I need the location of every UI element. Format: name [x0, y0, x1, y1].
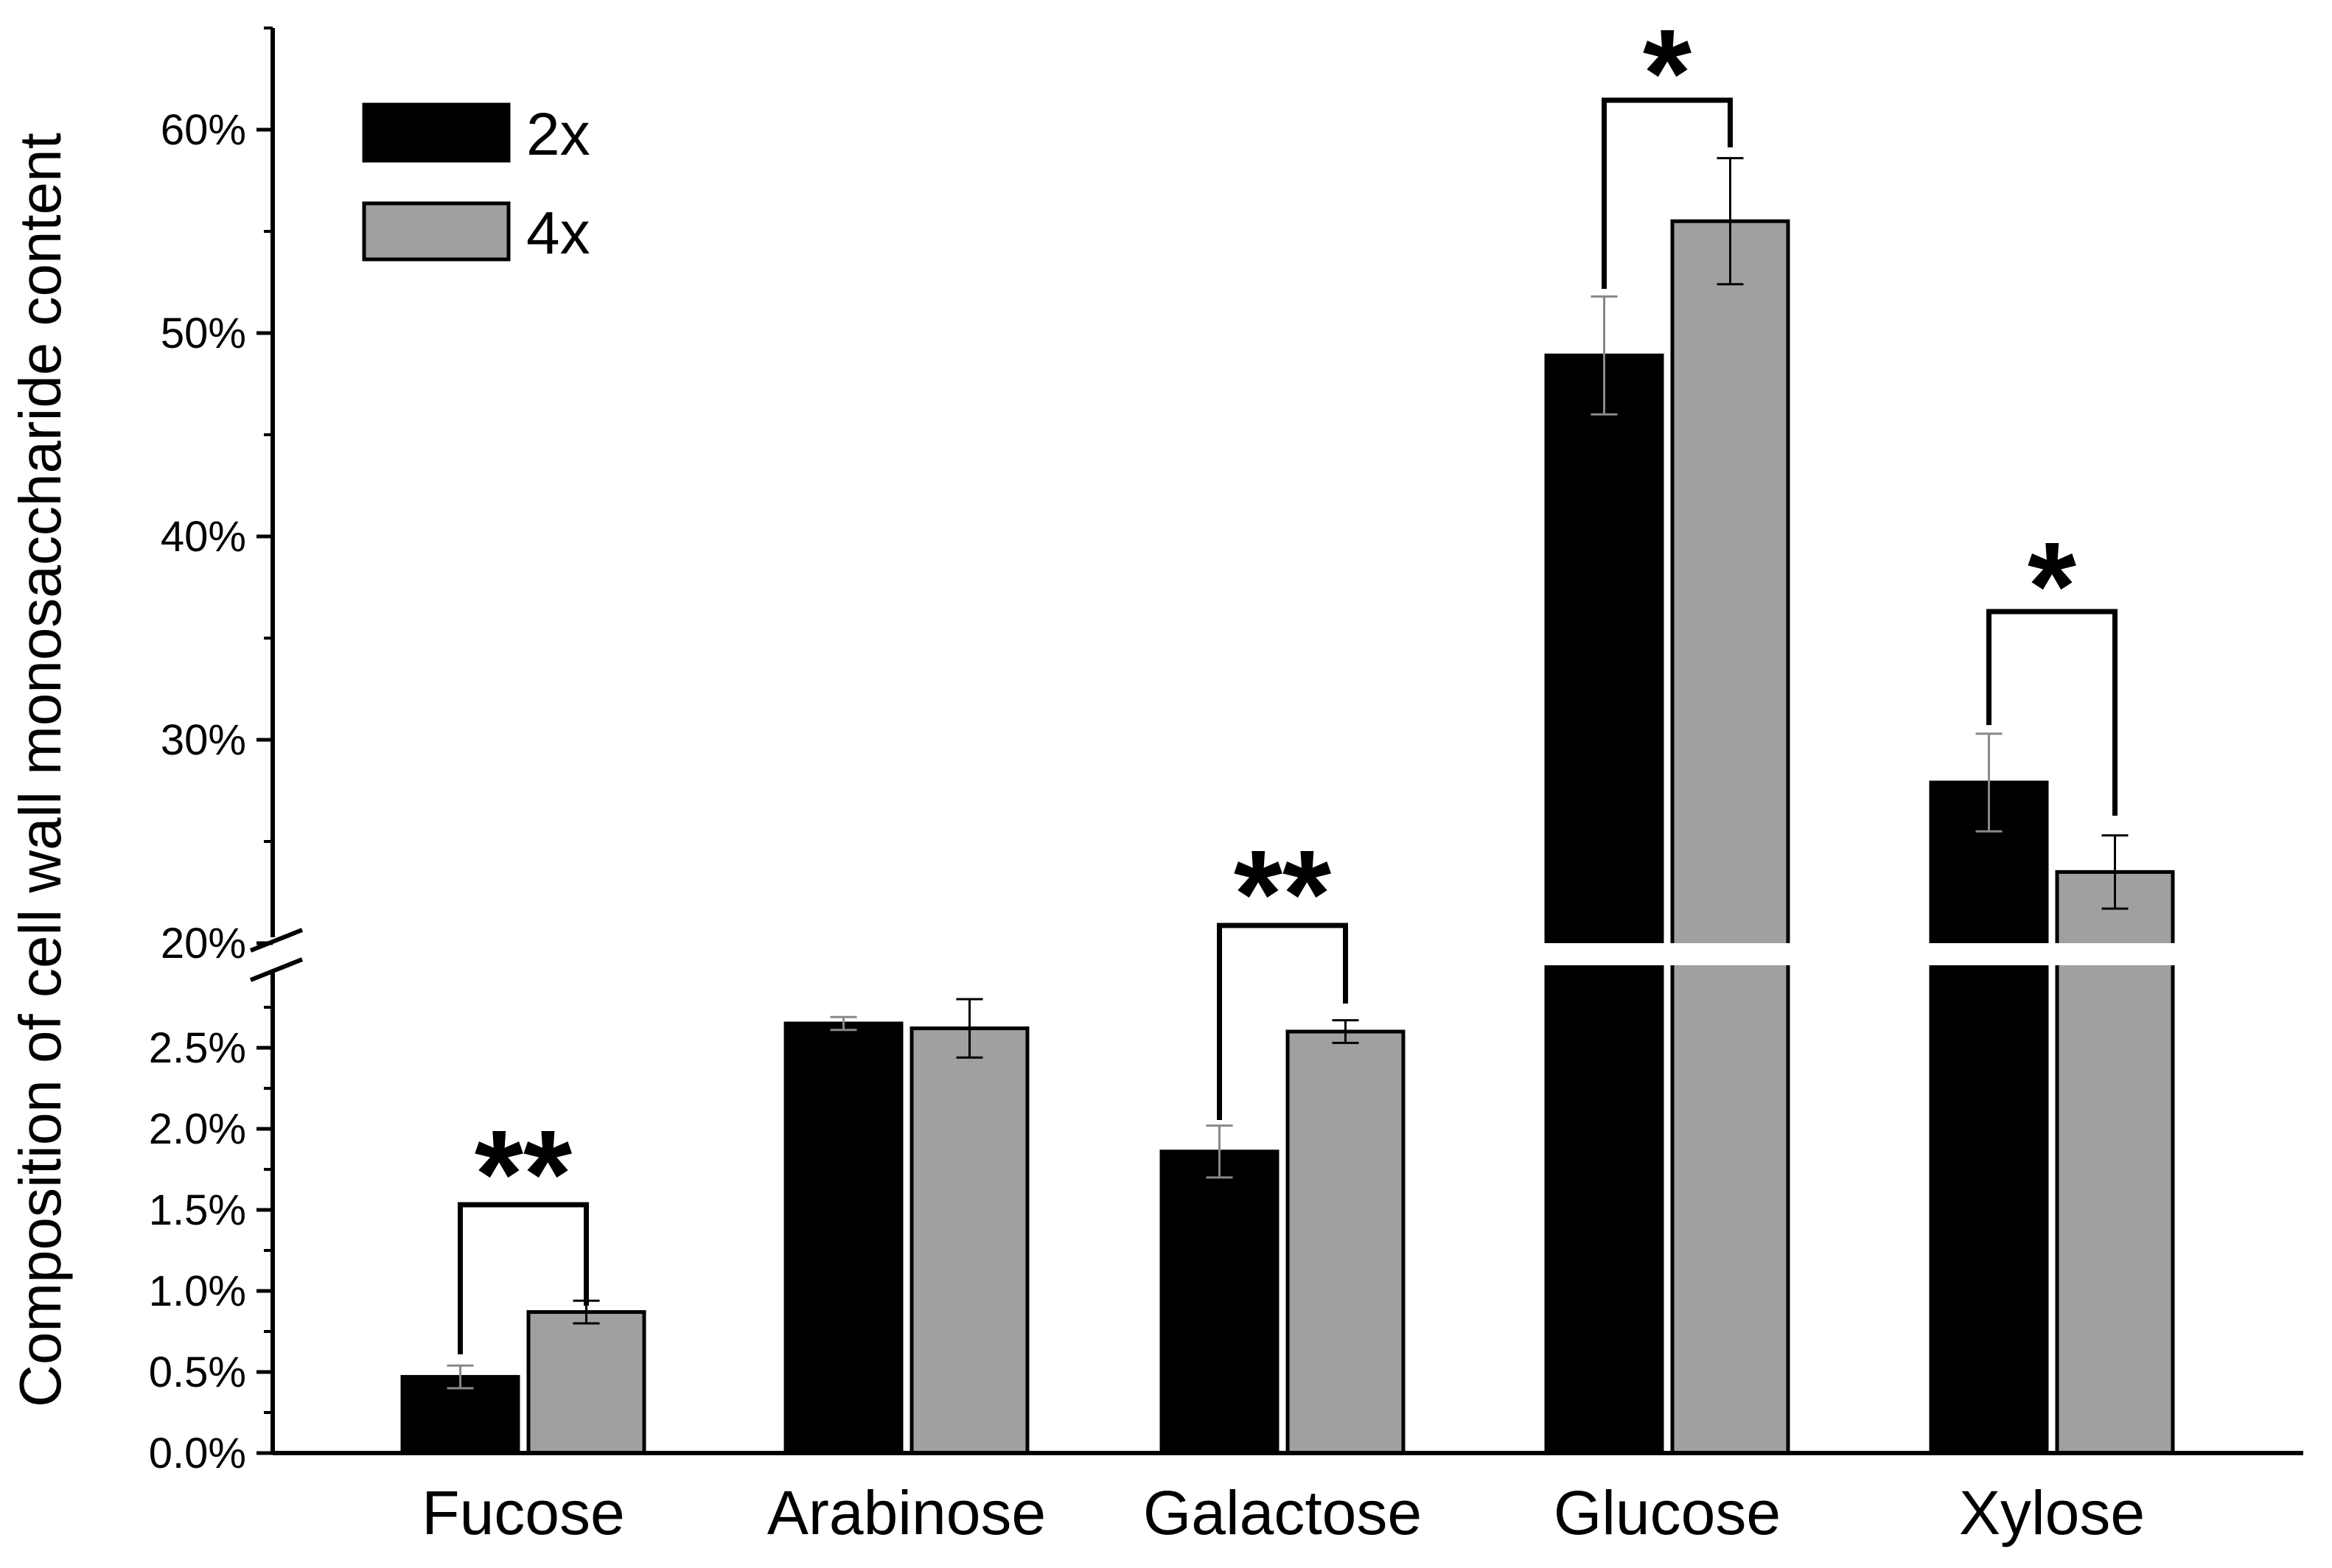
x-category-label: Fucose — [422, 1478, 624, 1547]
significance-label: * — [1643, 4, 1692, 144]
y-tick-label: 0.5% — [149, 1348, 246, 1396]
significance-bracket-xylose — [1986, 609, 2118, 816]
bar-4x-fucose — [526, 1310, 646, 1455]
y-tick-label: 20% — [161, 920, 246, 967]
y-tick-label: 30% — [161, 716, 246, 764]
axes-layer: 0.0% 0.5% 1.0% 1.5% 2.0% 2.5% 20% 30% 40% 50% 60% F… — [149, 27, 2303, 1547]
significance-bracket-galactose — [1217, 923, 1348, 1120]
bar-2x-glucose — [1544, 353, 1664, 1455]
legend-label: 4x — [526, 200, 590, 267]
significance-layer: ****** — [458, 4, 2118, 1354]
legend-label: 2x — [526, 101, 590, 168]
x-category-label: Arabinose — [767, 1478, 1046, 1547]
x-category-label: Galactose — [1143, 1478, 1422, 1547]
x-category-label: Xylose — [1959, 1478, 2145, 1547]
significance-label: ** — [1234, 825, 1331, 965]
x-category-label: Glucose — [1554, 1478, 1781, 1547]
bar-2x-xylose — [1929, 780, 2049, 1455]
y-tick-label: 2.0% — [149, 1105, 246, 1153]
axis-break-mark — [249, 957, 304, 982]
y-tick-label: 1.0% — [149, 1267, 246, 1315]
bar-4x-arabinose — [910, 1026, 1030, 1455]
bars-layer — [279, 219, 2332, 1455]
bar-4x-galactose — [1285, 1029, 1406, 1455]
y-tick-label: 40% — [161, 513, 246, 561]
y-tick-label: 0.0% — [149, 1429, 246, 1477]
y-axis-title: Composition of cell wall monosaccharide … — [7, 133, 73, 1407]
significance-label: * — [2028, 517, 2076, 657]
bar-2x-arabinose — [783, 1021, 904, 1455]
y-tick-label: 60% — [161, 106, 246, 154]
y-tick-label: 1.5% — [149, 1186, 246, 1234]
bar-4x-xylose — [2055, 869, 2175, 1455]
y-tick-label: 2.5% — [149, 1024, 246, 1072]
significance-bracket-glucose — [1602, 97, 1733, 289]
axis-break-band — [279, 943, 2332, 965]
bar-2x-galactose — [1159, 1149, 1280, 1455]
significance-bracket-fucose — [458, 1202, 589, 1354]
y-tick-label: 50% — [161, 309, 246, 357]
bar-4x-glucose — [1670, 219, 1790, 1455]
legend-swatch-4x — [362, 201, 511, 262]
legend-swatch-2x — [362, 102, 511, 163]
axis-break-mark — [249, 928, 304, 953]
significance-label: ** — [475, 1105, 572, 1245]
